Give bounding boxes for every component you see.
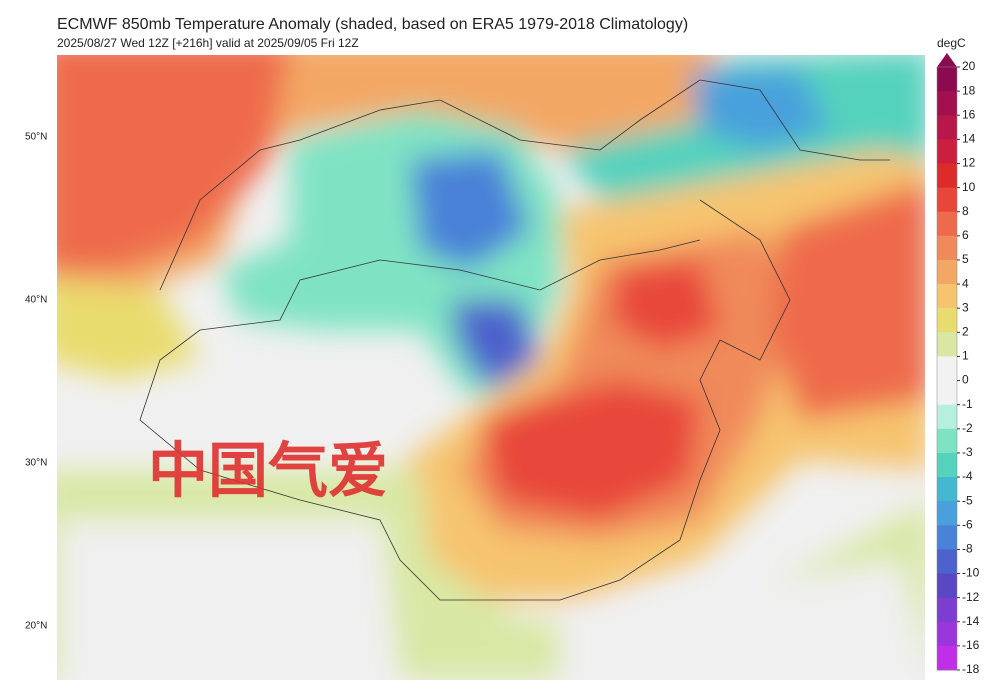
colorbar-segment (937, 284, 957, 309)
colorbar-segment (937, 428, 957, 454)
map: 中国气爱 (57, 55, 925, 680)
lat-label: 30°N (25, 458, 47, 469)
colorbar-tick-label: -1 (962, 397, 973, 411)
colorbar-segment (937, 332, 957, 357)
colorbar-tick-label: 10 (962, 180, 976, 194)
colorbar-segment (937, 187, 957, 213)
colorbar-segment (937, 621, 957, 647)
colorbar-tick-label: 1 (962, 349, 969, 363)
colorbar-segment (937, 525, 957, 550)
colorbar-segment (937, 235, 957, 261)
colorbar: 20181614121086543210-1-2-3-4-5-6-8-10-12… (936, 53, 980, 676)
colorbar-segment (937, 477, 957, 502)
colorbar-tick-label: 20 (962, 59, 976, 73)
colorbar-segment (937, 573, 957, 599)
colorbar-frame (936, 66, 958, 671)
colorbar-tick-label: -16 (962, 638, 980, 652)
colorbar-segment (937, 211, 957, 237)
colorbar-tick-label: -10 (962, 566, 980, 580)
colorbar-segment (937, 356, 957, 382)
colorbar-segment (937, 308, 957, 333)
lat-labels: 50°N 40°N 30°N 20°N (25, 132, 47, 632)
colorbar-segment (937, 139, 957, 164)
colorbar-tick-label: 2 (962, 324, 969, 338)
colorbar-tick-label: -4 (962, 469, 973, 483)
colorbar-tick-label: 14 (962, 132, 976, 146)
colorbar-unit: degC (937, 36, 966, 50)
lat-label: 20°N (25, 621, 47, 632)
colorbar-tick-label: -8 (962, 542, 973, 556)
colorbar-tick-label: 4 (962, 276, 969, 290)
colorbar-segment (937, 67, 957, 92)
colorbar-tick-label: 8 (962, 204, 969, 218)
colorbar-tick-label: -14 (962, 614, 980, 628)
colorbar-tick-label: 3 (962, 300, 969, 314)
lat-label: 50°N (25, 132, 47, 143)
colorbar-arrow (937, 53, 957, 67)
borders (139, 79, 890, 601)
subtitle: 2025/08/27 Wed 12Z [+216h] valid at 2025… (57, 36, 359, 50)
colorbar-tick-label: -3 (962, 445, 973, 459)
colorbar-segment (937, 549, 957, 575)
colorbar-segment (937, 501, 957, 526)
colorbar-segment (937, 645, 957, 671)
colorbar-tick-label: 18 (962, 83, 976, 97)
colorbar-tick-label: 16 (962, 107, 976, 121)
colorbar-tick-label: -18 (962, 662, 980, 676)
colorbar-tick-label: 12 (962, 156, 976, 170)
colorbar-segment (937, 452, 957, 478)
lat-label: 40°N (25, 295, 47, 306)
colorbar-segment (937, 380, 957, 406)
colorbar-segment (937, 259, 957, 285)
colorbar-segment (937, 404, 957, 430)
colorbar-tick-label: -6 (962, 517, 973, 531)
watermark: 中国气爱 (148, 437, 388, 507)
colorbar-tick-label: -12 (962, 590, 980, 604)
colorbar-tick-label: -5 (962, 493, 973, 507)
colorbar-tick-label: 6 (962, 228, 969, 242)
colorbar-segment (937, 115, 957, 140)
colorbar-tick-label: -2 (962, 421, 973, 435)
colorbar-segment (937, 163, 957, 189)
title: ECMWF 850mb Temperature Anomaly (shaded,… (57, 16, 688, 33)
colorbar-segment (937, 91, 957, 116)
colorbar-tick-label: 5 (962, 252, 969, 266)
colorbar-segment (937, 597, 957, 623)
colorbar-tick-label: 0 (962, 373, 969, 387)
shading (57, 55, 925, 680)
